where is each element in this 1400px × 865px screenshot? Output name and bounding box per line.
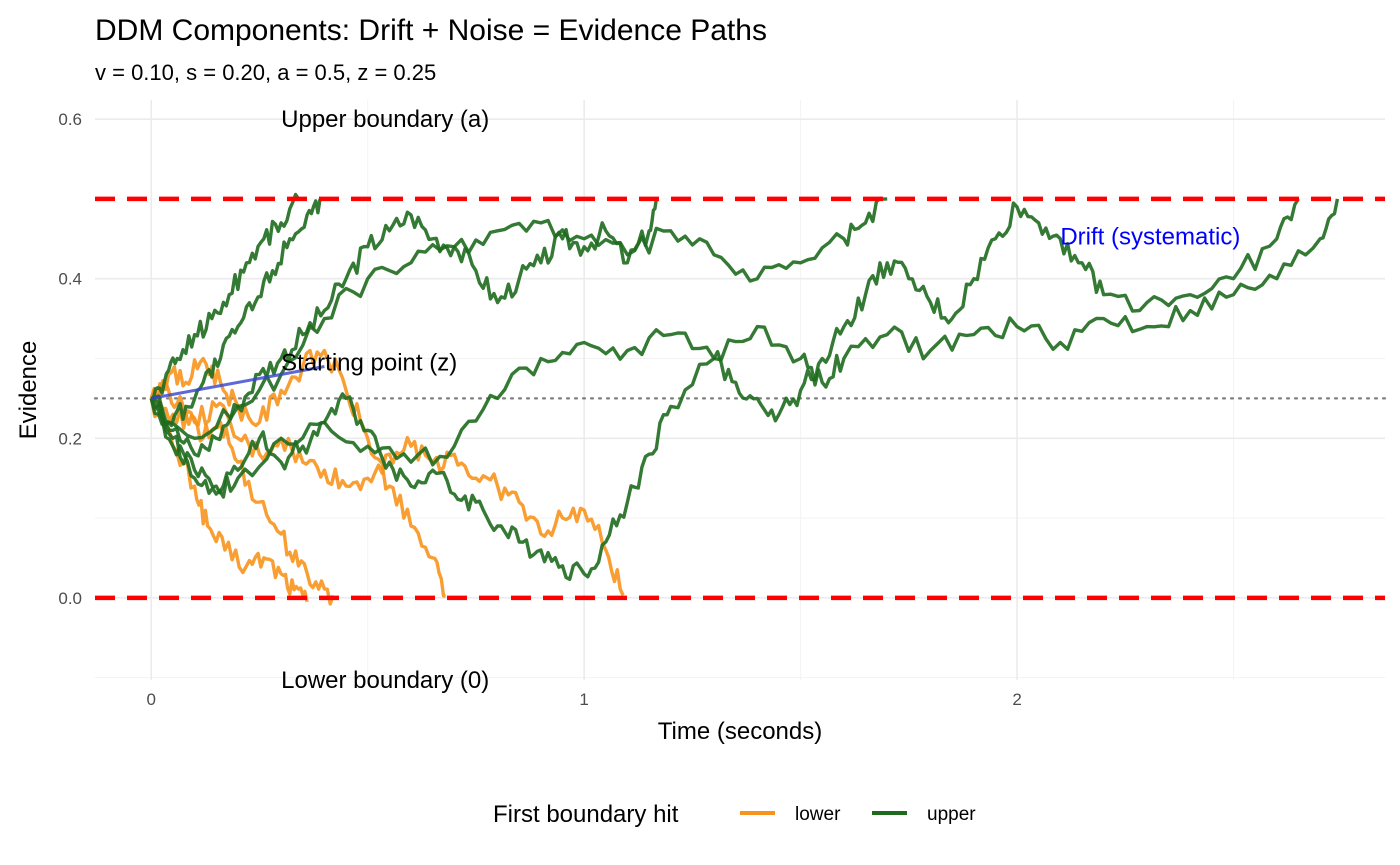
y-tick-label-3: 0.6 [58,110,82,129]
evidence-path-lower-2 [149,348,446,598]
y-tick-label-1: 0.2 [58,429,82,448]
annotation-2: Lower boundary (0) [281,667,489,694]
evidence-path-upper-5 [149,198,322,428]
evidence-path-upper-7 [150,196,888,440]
axis-ticks: 0 1 2 0.0 0.2 0.4 0.6 [58,110,1021,709]
y-tick-label-2: 0.4 [58,270,82,289]
legend: First boundary hit lower upper [493,801,976,828]
x-tick-label-1: 1 [579,690,588,709]
x-axis-title: Time (seconds) [658,718,822,745]
legend-title: First boundary hit [493,801,679,828]
y-tick-label-0: 0.0 [58,589,82,608]
evidence-path-lower-1 [149,380,335,606]
annotation-1: Starting point (z) [281,349,457,376]
evidence-path-upper-4 [151,192,300,401]
evidence-path-upper-8 [150,198,1340,581]
evidence-path-lower-3 [150,393,625,597]
annotations: Upper boundary (a) Starting point (z) Lowe… [95,106,1385,694]
legend-label-upper: upper [927,804,976,825]
annotation-3: Drift (systematic) [1060,223,1240,250]
x-tick-label-0: 0 [147,690,156,709]
chart-subtitle: v = 0.10, s = 0.20, a = 0.5, z = 0.25 [95,60,436,85]
legend-label-lower: lower [795,804,841,825]
evidence-paths [149,192,1340,606]
annotation-0: Upper boundary (a) [281,106,489,133]
drift-line [151,364,325,400]
y-axis-title: Evidence [15,341,42,440]
evidence-path-upper-9 [149,197,1300,499]
chart-title: DDM Components: Drift + Noise = Evidence… [95,14,767,47]
x-tick-label-2: 2 [1012,690,1021,709]
